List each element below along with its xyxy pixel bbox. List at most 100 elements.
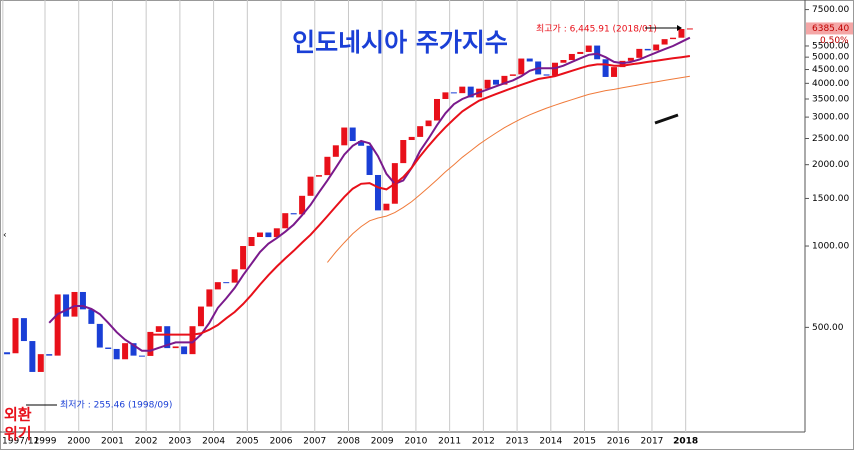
candle [678, 28, 685, 38]
candle [29, 341, 36, 372]
candle [147, 331, 154, 356]
candle [63, 294, 70, 317]
candle [130, 343, 137, 356]
candle [282, 213, 289, 229]
candle [20, 318, 27, 342]
candle [568, 53, 575, 61]
y-tick-label: 1500.00 [812, 194, 849, 204]
y-tick-label: 2000.00 [812, 160, 849, 170]
candle [240, 246, 247, 270]
y-tick-label: 3000.00 [812, 113, 849, 123]
candle [96, 323, 103, 348]
candle [37, 354, 44, 372]
scroll-arrow[interactable]: ‹ [3, 231, 7, 241]
candle [341, 127, 348, 146]
candle [324, 156, 331, 176]
candle [105, 347, 112, 349]
candle [518, 58, 525, 75]
chart-title: 인도네시아 주가지수 [292, 28, 508, 57]
candle [248, 236, 255, 247]
x-tick-label: 2002 [135, 437, 158, 447]
x-tick-label: 2009 [371, 437, 394, 447]
x-tick-label: 2012 [472, 437, 495, 447]
candle [442, 92, 449, 99]
candle [686, 28, 693, 30]
x-tick-label: 2010 [404, 437, 427, 447]
y-tick-label: 7500.00 [812, 5, 849, 15]
high-note: 최고가 : 6,445.91 (2018/01) [536, 24, 657, 35]
candle [433, 98, 440, 121]
x-tick-label: 2016 [607, 437, 630, 447]
x-tick-label: 2013 [506, 437, 529, 447]
candle [450, 92, 457, 94]
candle [214, 282, 221, 290]
change-label: 0.50% [820, 36, 849, 46]
y-tick-label: 4500.00 [812, 65, 849, 75]
y-tick-label: 4000.00 [812, 79, 849, 89]
candle [54, 294, 61, 356]
x-tick-label: 2008 [337, 437, 360, 447]
candle [290, 213, 297, 215]
candle [627, 57, 634, 61]
candle [349, 127, 356, 142]
candle [273, 228, 280, 238]
candle [594, 45, 601, 60]
candle [122, 343, 129, 360]
x-tick-label: 2006 [270, 437, 293, 447]
candle [197, 306, 204, 327]
x-tick-label: 1999 [34, 437, 57, 447]
x-tick-label: 2004 [202, 437, 225, 447]
x-tick-label: 2007 [303, 437, 326, 447]
y-tick-label: 5000.00 [812, 53, 849, 63]
candle [484, 79, 491, 89]
candle [12, 318, 19, 354]
x-tick-label: 2018 [673, 437, 698, 447]
candle [400, 140, 407, 164]
candle [543, 74, 550, 76]
candle [467, 86, 474, 98]
y-tick-label: 2500.00 [812, 134, 849, 144]
candle [79, 291, 86, 310]
candle [358, 141, 365, 146]
candle [661, 39, 668, 45]
candle [307, 176, 314, 196]
y-tick-label: 500.00 [812, 323, 844, 333]
candle [493, 79, 500, 85]
candle [408, 136, 415, 141]
candle [155, 326, 162, 332]
low-note: 최저가 : 255.46 (1998/09) [60, 400, 172, 411]
candle [181, 346, 188, 355]
candle [577, 51, 584, 54]
y-tick-label: 3500.00 [812, 95, 849, 105]
candle [256, 232, 263, 237]
candle [670, 37, 677, 40]
candle [560, 60, 567, 63]
event-note: 외환 [4, 406, 32, 424]
candle [653, 44, 660, 51]
candle [501, 75, 508, 85]
drawn-stroke [654, 113, 679, 125]
candle [366, 145, 373, 175]
candle [332, 145, 339, 157]
x-tick-label: 2000 [67, 437, 90, 447]
candle [636, 48, 643, 58]
candle [71, 291, 78, 317]
candle [509, 74, 516, 76]
y-tick-label: 1000.00 [812, 242, 849, 252]
last-price-label: 6385.40 [812, 24, 849, 34]
candle [223, 282, 230, 284]
candle [172, 346, 179, 349]
x-tick-label: 2014 [539, 437, 562, 447]
last-price-box [806, 22, 853, 35]
high-arrow-head [677, 25, 682, 31]
candle [231, 269, 238, 283]
event-note: 위기 [4, 425, 32, 443]
moving-average-line [327, 75, 690, 263]
x-tick-label: 2005 [236, 437, 259, 447]
x-tick-label: 2011 [438, 437, 461, 447]
candle [46, 354, 53, 356]
candle [459, 86, 466, 94]
candle [611, 67, 618, 77]
